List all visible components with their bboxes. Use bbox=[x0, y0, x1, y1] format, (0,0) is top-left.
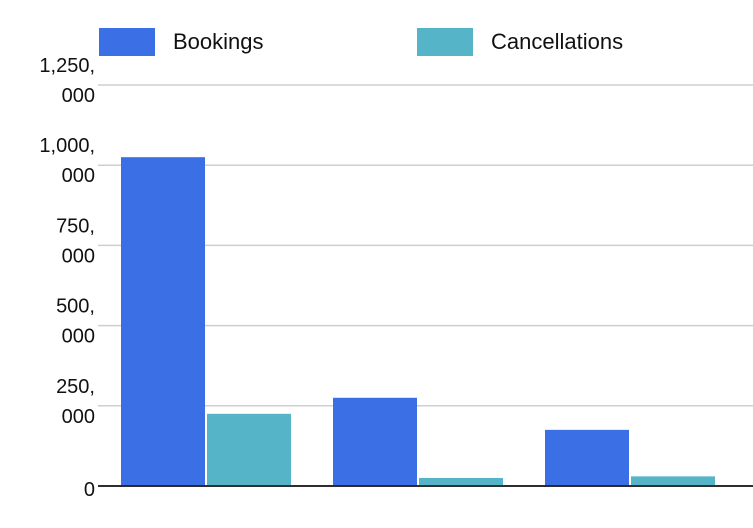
y-tick-label-line: 250, bbox=[56, 376, 95, 398]
y-tick-label-line: 000 bbox=[62, 326, 95, 348]
y-tick-label-line: 1,000, bbox=[39, 135, 95, 157]
y-tick-label: 500, 000 bbox=[56, 296, 95, 348]
y-tick-label-line: 750, bbox=[56, 215, 95, 237]
legend-label: Cancellations bbox=[491, 29, 623, 54]
bar bbox=[121, 157, 205, 486]
y-tick-label: 0 bbox=[84, 479, 95, 501]
y-tick-label-line: 000 bbox=[62, 245, 95, 267]
y-tick-label-line: 000 bbox=[62, 406, 95, 428]
y-tick-label-line: 500, bbox=[56, 296, 95, 318]
legend-label: Bookings bbox=[173, 29, 264, 54]
y-tick-label-line: 1,250, bbox=[39, 55, 95, 77]
bar bbox=[631, 476, 715, 486]
y-tick-label: 1,250, 000 bbox=[39, 55, 95, 107]
y-tick-label: 250, 000 bbox=[56, 376, 95, 428]
bar bbox=[545, 429, 629, 486]
bar bbox=[333, 397, 417, 486]
legend-swatch bbox=[417, 28, 473, 56]
bar bbox=[419, 477, 503, 486]
y-tick-label-line: 000 bbox=[62, 165, 95, 187]
bar bbox=[207, 413, 291, 486]
legend-swatch bbox=[99, 28, 155, 56]
y-tick-label: 1,000, 000 bbox=[39, 135, 95, 187]
y-tick-label: 750, 000 bbox=[56, 215, 95, 267]
y-tick-label-line: 000 bbox=[62, 85, 95, 107]
